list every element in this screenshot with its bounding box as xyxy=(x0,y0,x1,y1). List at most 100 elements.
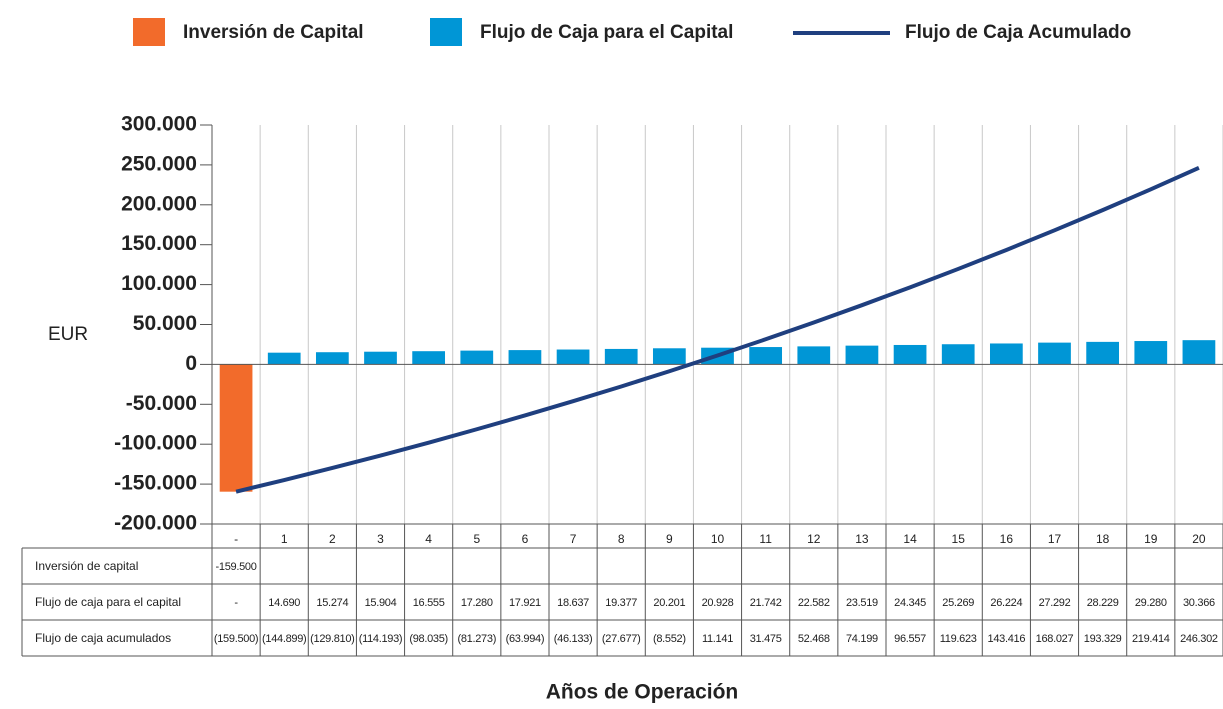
table-cell: 20.928 xyxy=(702,597,734,609)
x-tick-label: 5 xyxy=(473,532,480,546)
table-cell: 28.229 xyxy=(1087,597,1119,609)
table-cell: (159.500) xyxy=(214,633,258,645)
table-cell: 96.557 xyxy=(894,633,926,645)
bar xyxy=(652,348,686,365)
legend-swatch xyxy=(430,18,462,46)
table-cell: 16.555 xyxy=(413,597,445,609)
table-cell: (27.677) xyxy=(602,633,641,645)
x-tick-label: 12 xyxy=(807,532,821,546)
table-cell: 168.027 xyxy=(1036,633,1074,645)
table-cell: (98.035) xyxy=(409,633,448,645)
bar xyxy=(941,344,975,365)
y-tick-label: -50.000 xyxy=(126,392,197,415)
x-tick-label: 13 xyxy=(855,532,869,546)
table-cell: 20.201 xyxy=(653,597,685,609)
bar xyxy=(219,364,253,492)
bar xyxy=(797,346,831,365)
table-cell: - xyxy=(234,597,238,609)
bar xyxy=(1086,341,1120,365)
x-tick-label: 4 xyxy=(425,532,432,546)
table-cell: 15.274 xyxy=(316,597,348,609)
legend-swatch xyxy=(133,18,165,46)
y-tick-label: -100.000 xyxy=(114,432,197,455)
x-tick-label: 3 xyxy=(377,532,384,546)
bar xyxy=(556,349,590,365)
table-cell: 119.623 xyxy=(940,633,977,645)
x-tick-label: 8 xyxy=(618,532,625,546)
x-tick-label: 9 xyxy=(666,532,673,546)
table-cell: (46.133) xyxy=(554,633,593,645)
y-tick-label: -150.000 xyxy=(114,472,197,495)
legend-label: Inversión de Capital xyxy=(183,22,364,43)
x-tick-label: 18 xyxy=(1096,532,1110,546)
bar xyxy=(989,343,1023,365)
legend-label: Flujo de Caja Acumulado xyxy=(905,22,1131,43)
table-cell: -159.500 xyxy=(216,561,257,573)
table-cell: 17.280 xyxy=(461,597,493,609)
bar xyxy=(364,351,397,365)
table-cell: 24.345 xyxy=(894,597,926,609)
bar xyxy=(1134,341,1168,365)
table-cell: (129.810) xyxy=(310,633,354,645)
bar xyxy=(267,352,301,365)
y-tick-label: 150.000 xyxy=(121,232,197,255)
table-cell: 25.269 xyxy=(942,597,974,609)
table-cell: (63.994) xyxy=(506,633,545,645)
x-tick-label: 2 xyxy=(329,532,336,546)
table-cell: (114.193) xyxy=(359,633,403,645)
table-cell: (8.552) xyxy=(653,633,686,645)
x-tick-label: 20 xyxy=(1192,532,1206,546)
y-tick-label: -200.000 xyxy=(114,512,197,535)
table-cell: (81.273) xyxy=(457,633,496,645)
bar xyxy=(1182,340,1216,365)
x-tick-label: 17 xyxy=(1048,532,1062,546)
x-tick-label: 15 xyxy=(952,532,966,546)
table-row-label: Flujo de caja para el capital xyxy=(35,595,181,609)
table-cell: 29.280 xyxy=(1135,597,1167,609)
table-cell: 219.414 xyxy=(1132,633,1170,645)
y-tick-label: 100.000 xyxy=(121,272,197,295)
x-tick-label: - xyxy=(234,532,238,546)
y-tick-label: 200.000 xyxy=(121,192,197,215)
bar xyxy=(749,347,783,365)
bar xyxy=(1038,342,1071,365)
table-cell: 22.582 xyxy=(798,597,830,609)
x-tick-label: 16 xyxy=(1000,532,1014,546)
table-row-label: Flujo de caja acumulados xyxy=(35,631,171,645)
table-row-label: Inversión de capital xyxy=(35,559,138,573)
bar xyxy=(893,344,927,365)
table-cell: 15.904 xyxy=(365,597,397,609)
table-cell: 52.468 xyxy=(798,633,830,645)
table-cell: 143.416 xyxy=(988,633,1026,645)
table-cell: 21.742 xyxy=(750,597,782,609)
bar xyxy=(412,351,446,365)
table-cell: 246.302 xyxy=(1180,633,1218,645)
bar xyxy=(845,345,879,365)
table-cell: 23.519 xyxy=(846,597,878,609)
line xyxy=(235,166,1200,494)
x-axis-label: Años de Operación xyxy=(546,681,739,704)
bar xyxy=(604,348,638,365)
y-tick-label: 50.000 xyxy=(133,312,197,335)
bar xyxy=(508,350,542,365)
table-cell: 11.141 xyxy=(702,633,733,645)
x-tick-label: 14 xyxy=(903,532,917,546)
table-cell: 27.292 xyxy=(1039,597,1071,609)
y-tick-label: 300.000 xyxy=(121,113,197,136)
legend-label: Flujo de Caja para el Capital xyxy=(480,22,733,43)
x-tick-label: 1 xyxy=(281,532,288,546)
table-cell: 193.329 xyxy=(1084,633,1122,645)
table-cell: 14.690 xyxy=(268,597,300,609)
x-tick-label: 6 xyxy=(522,532,529,546)
x-tick-label: 7 xyxy=(570,532,577,546)
table-cell: 19.377 xyxy=(605,597,637,609)
bar xyxy=(460,350,494,365)
y-axis-label: EUR xyxy=(48,324,88,345)
table-cell: 31.475 xyxy=(750,633,782,645)
x-tick-label: 19 xyxy=(1144,532,1158,546)
table-cell: (144.899) xyxy=(262,633,306,645)
table-cell: 18.637 xyxy=(557,597,589,609)
bar xyxy=(315,352,349,365)
table-cell: 30.366 xyxy=(1183,597,1215,609)
